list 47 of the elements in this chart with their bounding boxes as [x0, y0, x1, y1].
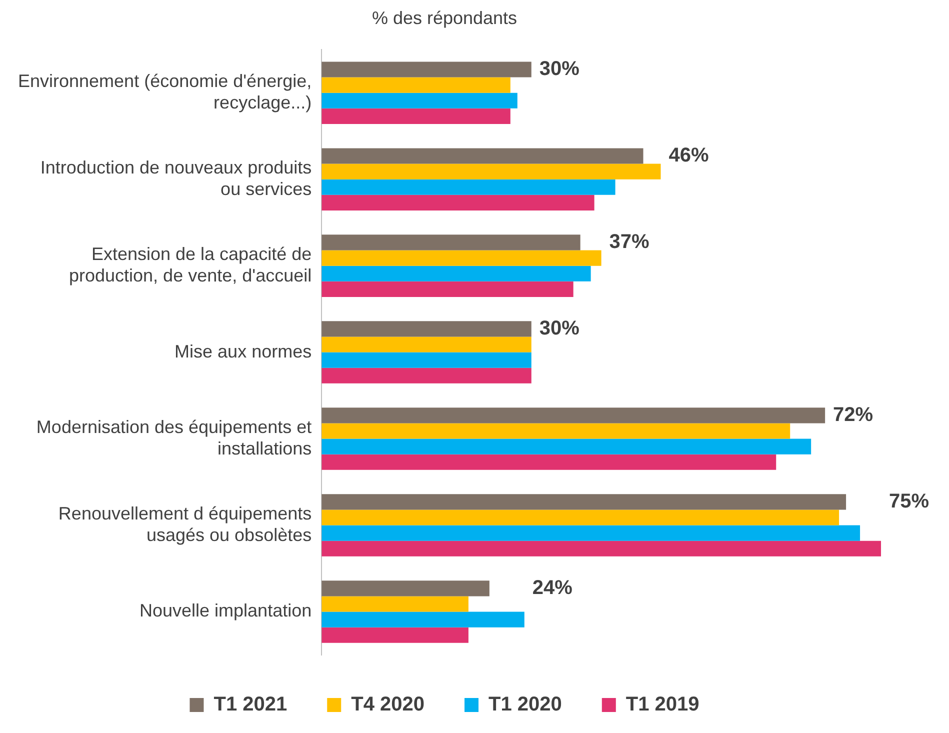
bar [322, 92, 518, 108]
bar [322, 179, 616, 195]
data-label: 24% [532, 576, 573, 599]
y-tick-label: Mise aux normes [174, 341, 312, 362]
y-tick-label: Extension de la capacité de production, de vente, d'accueil [69, 244, 312, 286]
bar [322, 266, 591, 282]
bar [322, 580, 490, 596]
bar [322, 540, 881, 556]
data-label: 75% [889, 490, 930, 512]
bar [322, 281, 574, 297]
bar [322, 510, 840, 526]
data-label: 46% [668, 144, 709, 166]
y-tick-label: Modernisation des équipements et installations [36, 416, 312, 459]
legend-label: T1 2021 [214, 694, 288, 716]
bar [322, 454, 776, 470]
bar [322, 164, 661, 180]
bar [322, 627, 468, 643]
legend-label: T1 2020 [488, 694, 562, 716]
bar [322, 494, 846, 510]
bar [322, 250, 602, 266]
y-tick-label: Environnement (économie d'énergie, recyclage...) [18, 71, 312, 113]
data-label: 72% [833, 404, 874, 426]
y-tick-label: Nouvelle implantation [140, 600, 312, 621]
bar [322, 368, 532, 384]
bar [322, 612, 524, 628]
data-label: 37% [609, 230, 650, 253]
legend-label: T4 2020 [351, 694, 424, 716]
chart-title: % des répondants [372, 8, 518, 28]
bar [322, 352, 532, 368]
bar [322, 596, 468, 612]
bar [322, 336, 532, 352]
legend-label: T1 2019 [626, 694, 700, 716]
bar [322, 321, 532, 337]
bar [322, 148, 644, 164]
bar [322, 77, 510, 93]
bar [322, 108, 510, 124]
y-tick-label: Introduction de nouveaux produits ou services [40, 157, 312, 200]
data-label: 30% [539, 58, 580, 80]
bar [322, 423, 790, 439]
bar [322, 194, 594, 210]
bar [322, 234, 580, 250]
data-label: 30% [539, 317, 580, 340]
bar [322, 525, 860, 541]
bar [322, 62, 532, 78]
bar [322, 408, 826, 424]
y-tick-label: Renouvellement d équipements usagés ou obsolètes [58, 503, 312, 546]
bar [322, 438, 812, 454]
